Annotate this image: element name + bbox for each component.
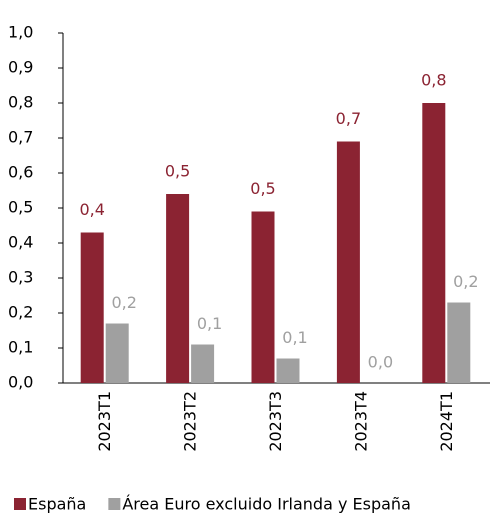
x-tick-label: 2024T1 bbox=[437, 391, 456, 452]
value-label: 0,4 bbox=[79, 200, 104, 219]
y-tick-label: 0,0 bbox=[8, 373, 33, 392]
y-tick-label: 0,1 bbox=[8, 338, 33, 357]
bar bbox=[336, 141, 360, 383]
y-tick-label: 0,3 bbox=[8, 268, 33, 287]
value-label: 0,0 bbox=[368, 353, 393, 372]
bar bbox=[251, 211, 275, 383]
y-tick-label: 1,0 bbox=[8, 23, 33, 42]
y-tick-label: 0,2 bbox=[8, 303, 33, 322]
x-tick-label: 2023T2 bbox=[181, 391, 200, 452]
legend-swatch bbox=[14, 498, 26, 510]
bar bbox=[276, 358, 300, 383]
legend-label: España bbox=[28, 495, 86, 514]
value-label: 0,1 bbox=[197, 314, 222, 333]
bar bbox=[191, 344, 215, 383]
y-tick-label: 0,4 bbox=[8, 233, 33, 252]
value-label: 0,2 bbox=[453, 272, 478, 291]
bar bbox=[166, 194, 190, 383]
legend-label: Área Euro excluido Irlanda y España bbox=[122, 495, 411, 514]
bar bbox=[105, 323, 129, 383]
y-tick-label: 0,9 bbox=[8, 58, 33, 77]
y-tick-label: 0,7 bbox=[8, 128, 33, 147]
x-tick-label: 2023T4 bbox=[351, 391, 370, 452]
legend-swatch bbox=[108, 498, 121, 510]
bar bbox=[422, 103, 446, 383]
value-label: 0,8 bbox=[421, 71, 446, 90]
bar bbox=[447, 302, 471, 383]
y-tick-label: 0,8 bbox=[8, 93, 33, 112]
x-tick-label: 2023T3 bbox=[266, 391, 285, 452]
value-label: 0,2 bbox=[111, 293, 136, 312]
bar bbox=[80, 232, 104, 383]
y-tick-label: 0,5 bbox=[8, 198, 33, 217]
value-label: 0,5 bbox=[250, 179, 275, 198]
y-tick-label: 0,6 bbox=[8, 163, 33, 182]
value-label: 0,5 bbox=[165, 162, 190, 181]
x-tick-label: 2023T1 bbox=[95, 391, 114, 452]
value-label: 0,7 bbox=[336, 109, 361, 128]
value-label: 0,1 bbox=[282, 328, 307, 347]
